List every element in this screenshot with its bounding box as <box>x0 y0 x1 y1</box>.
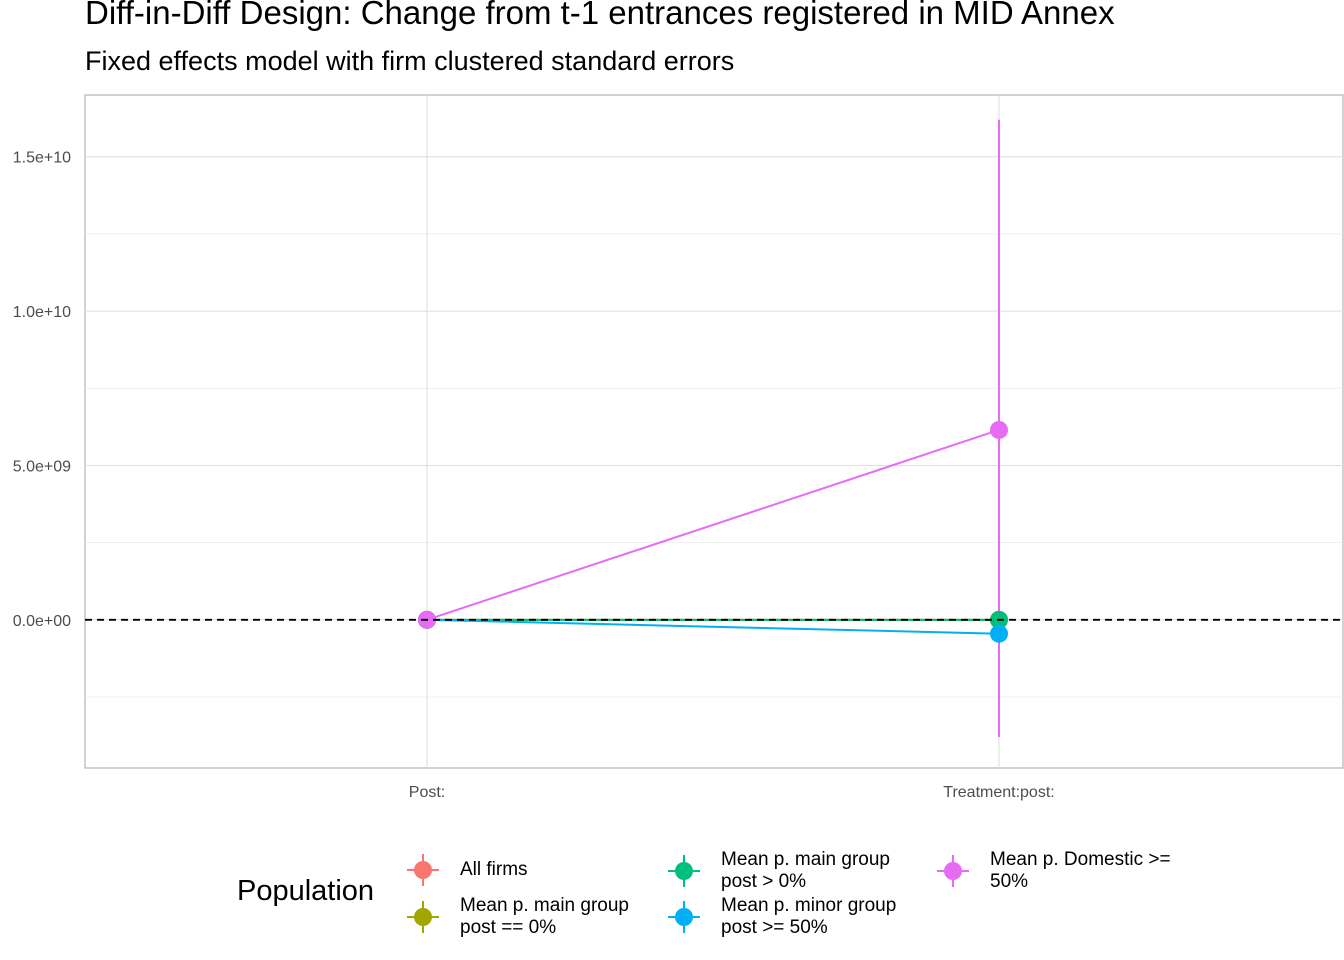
y-tick-label: 5.0e+09 <box>13 458 71 475</box>
legend-title: Population <box>237 875 375 907</box>
y-tick-label: 1.5e+10 <box>13 150 71 167</box>
panel-border <box>84 94 1344 769</box>
y-tick-label: 1.0e+10 <box>13 304 71 321</box>
legend-item-all-firms: All firms <box>404 851 660 889</box>
x-tick-label: Treatment:post: <box>943 784 1054 801</box>
chart-subtitle: Fixed effects model with firm clustered … <box>85 46 735 76</box>
y-tick-label: 0.0e+00 <box>13 613 71 630</box>
legend-key-minor-group <box>665 898 703 936</box>
legend-key-main-group-positive <box>665 852 703 890</box>
legend-key-all-firms <box>404 851 442 889</box>
legend-label: All firms <box>460 859 528 880</box>
legend-label: Mean p. Domestic >= 50% <box>990 849 1171 892</box>
legend-label: Mean p. main group post > 0% <box>721 849 890 892</box>
data-point <box>990 624 1008 643</box>
legend-item-main-group-positive: Mean p. main group post > 0% <box>665 849 921 893</box>
legend-key-main-group-zero <box>404 898 442 936</box>
x-tick-label: Post: <box>409 784 445 801</box>
series-line <box>426 618 1000 635</box>
legend-item-minor-group: Mean p. minor group post >= 50% <box>665 895 921 939</box>
legend-item-domestic: Mean p. Domestic >= 50% <box>934 849 1190 893</box>
legend-item-main-group-zero: Mean p. main group post == 0% <box>404 895 660 939</box>
legend-label: Mean p. main group post == 0% <box>460 895 629 938</box>
data-point <box>990 420 1008 439</box>
chart-title: Diff-in-Diff Design: Change from t-1 ent… <box>85 0 1115 31</box>
legend-key-domestic <box>934 852 972 890</box>
legend-label: Mean p. minor group post >= 50% <box>721 895 897 938</box>
series-line <box>426 429 1000 621</box>
